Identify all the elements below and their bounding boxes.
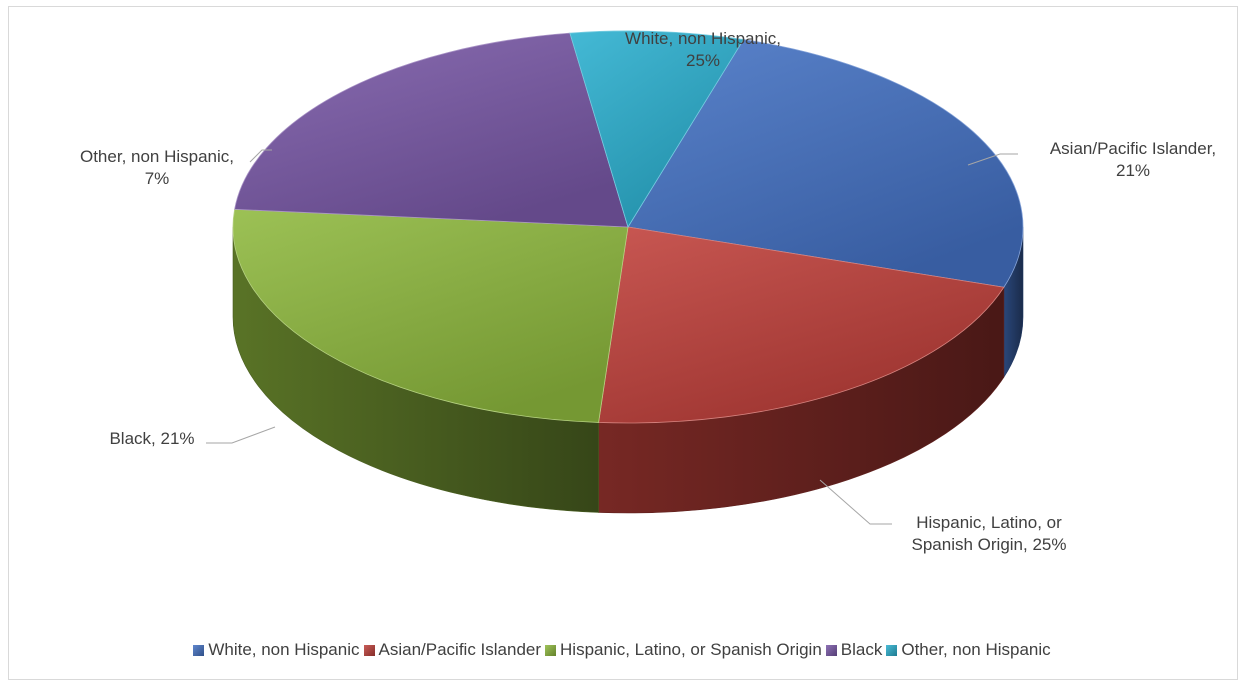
pie-slice-white — [627, 39, 1024, 288]
pie-tops — [232, 30, 1024, 424]
legend-item-other: Other, non Hispanic — [886, 640, 1051, 660]
leader-line-other — [249, 149, 272, 163]
legend-swatch-white — [193, 644, 205, 656]
pie-sides — [232, 226, 1024, 514]
legend-label-white: White, non Hispanic — [208, 640, 360, 659]
data-label-asian: Asian/Pacific Islander, 21% — [1050, 139, 1216, 180]
legend-item-hispanic: Hispanic, Latino, or Spanish Origin — [545, 640, 822, 660]
legend-label-other: Other, non Hispanic — [901, 640, 1051, 659]
pie-slice-other — [569, 30, 745, 228]
legend-item-white: White, non Hispanic — [193, 640, 360, 660]
legend-item-black: Black — [825, 640, 883, 660]
leader-line-hispanic — [819, 479, 892, 525]
legend-label-hispanic: Hispanic, Latino, or Spanish Origin — [560, 640, 822, 659]
leader-line-black — [206, 426, 276, 444]
chart-legend: White, non Hispanic Asian/Pacific Island… — [0, 640, 1244, 660]
data-label-other: Other, non Hispanic, 7% — [80, 147, 234, 188]
pie-slice-hispanic — [232, 208, 629, 423]
legend-item-asian: Asian/Pacific Islander — [363, 640, 542, 660]
pie-slice-asian — [598, 226, 1005, 424]
data-label-hispanic: Hispanic, Latino, or Spanish Origin, 25% — [912, 513, 1067, 554]
legend-swatch-other — [886, 644, 898, 656]
legend-label-black: Black — [840, 640, 883, 659]
legend-swatch-hispanic — [545, 644, 557, 656]
legend-swatch-asian — [363, 644, 375, 656]
legend-swatch-black — [825, 644, 837, 656]
pie-labels: White, non Hispanic, 25% Asian/Pacific Isl… — [80, 29, 1216, 554]
legend-label-asian: Asian/Pacific Islander — [378, 640, 542, 659]
pie-leaders — [206, 149, 1018, 525]
pie-slice-black — [234, 32, 629, 228]
leader-line-asian — [967, 153, 1018, 166]
data-label-black: Black, 21% — [109, 429, 194, 448]
data-label-white: White, non Hispanic, 25% — [625, 29, 781, 70]
